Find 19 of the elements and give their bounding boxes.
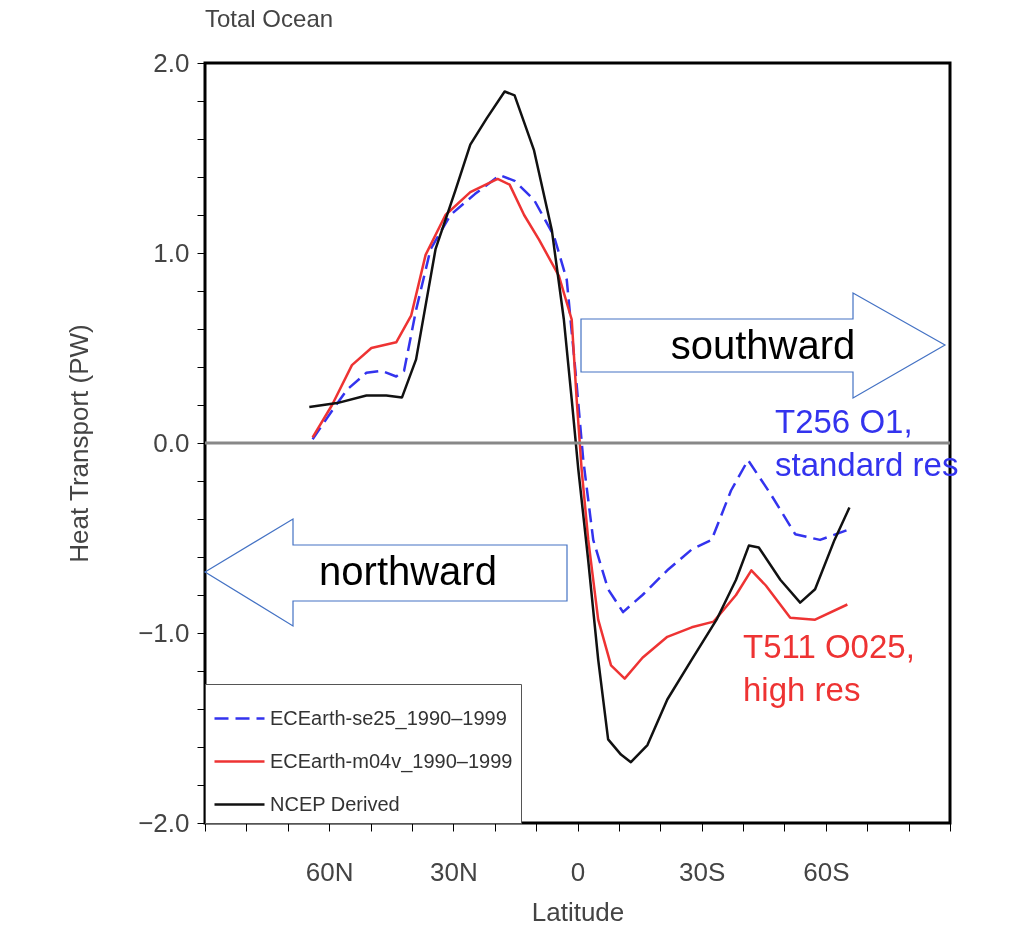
legend-label: ECEarth-m04v_1990–1999 bbox=[270, 749, 513, 773]
legend-label: ECEarth-se25_1990–1999 bbox=[270, 706, 507, 730]
x-tick-label: 60S bbox=[803, 856, 850, 887]
y-tick-label: 1.0 bbox=[153, 237, 190, 268]
x-axis-title: Latitude bbox=[531, 896, 625, 927]
y-axis-title: Heat Transport (PW) bbox=[64, 324, 95, 563]
annotation: northward bbox=[319, 549, 497, 593]
y-tick-label: −2.0 bbox=[138, 807, 190, 838]
x-tick-label: 30S bbox=[679, 856, 726, 887]
x-tick-label: 30N bbox=[429, 856, 478, 887]
y-tick-label: 2.0 bbox=[153, 47, 190, 78]
annotation: southward bbox=[670, 323, 856, 367]
x-tick-label: 60N bbox=[305, 856, 354, 887]
y-tick-label: −1.0 bbox=[138, 617, 190, 648]
y-tick-label: 0.0 bbox=[153, 427, 190, 458]
legend-label: NCEP Derived bbox=[270, 792, 400, 815]
x-tick-label: 0 bbox=[570, 856, 586, 887]
annotation: T511 O025, high res bbox=[743, 628, 915, 708]
chart-title: Total Ocean bbox=[205, 5, 334, 32]
